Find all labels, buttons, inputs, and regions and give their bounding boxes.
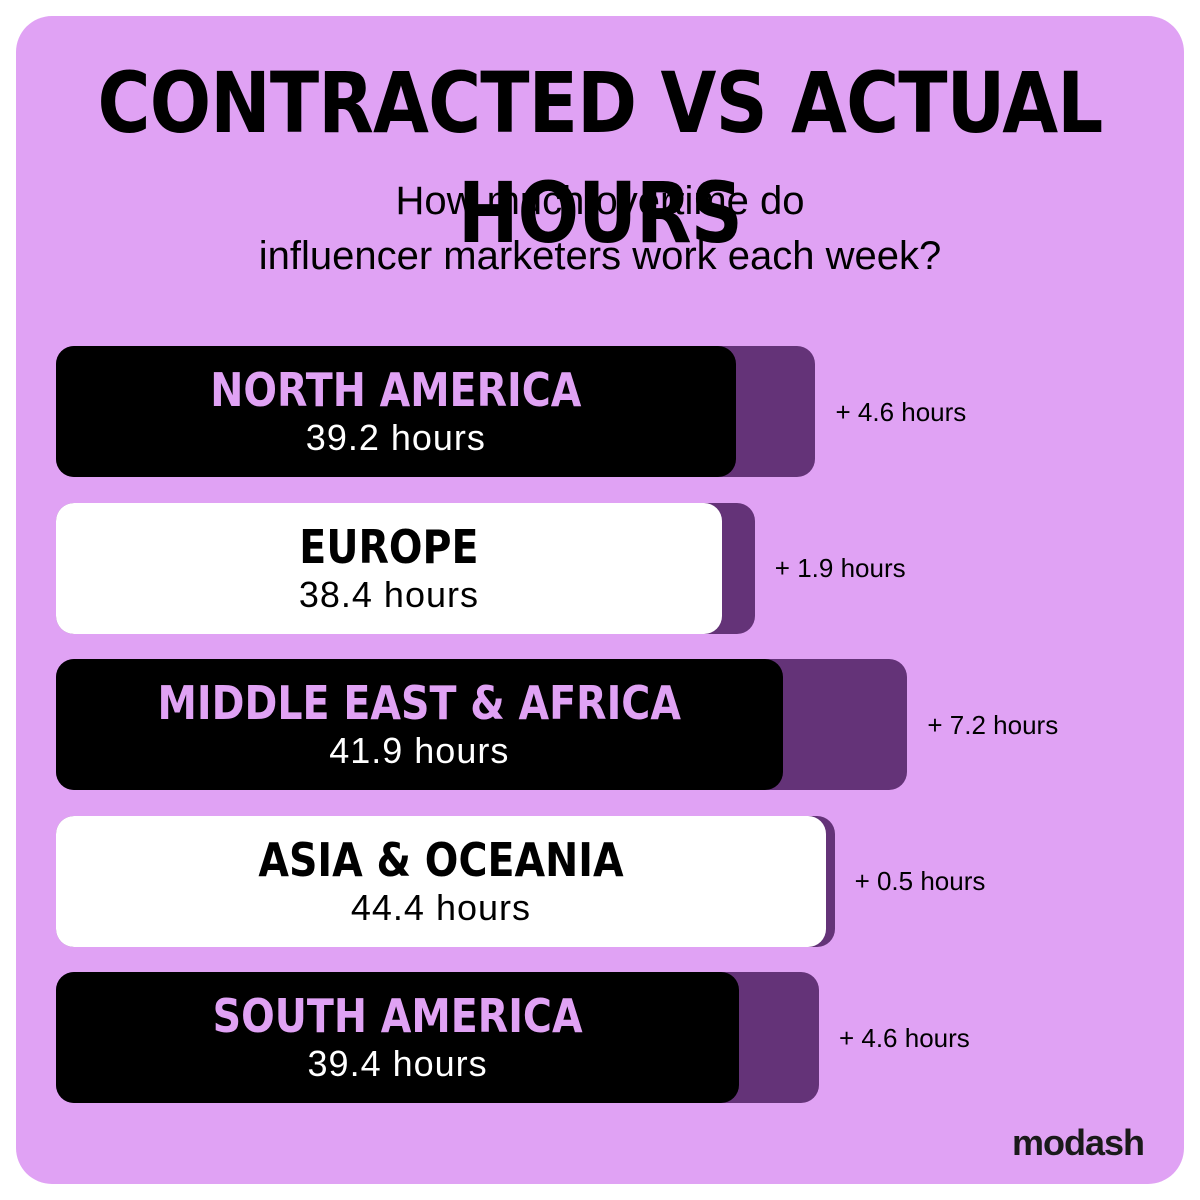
contracted-bar-south-america: SOUTH AMERICA 39.4 hours <box>56 972 740 1103</box>
contracted-hours-label: 38.4 hours <box>298 573 479 615</box>
chart-title: CONTRACTED VS ACTUAL HOURS <box>97 54 1104 262</box>
contracted-bar-asia-and-oceania: ASIA & OCEANIA 44.4 hours <box>56 815 826 947</box>
contracted-hours-label: 39.4 hours <box>307 1043 488 1084</box>
contracted-bar-middle-east-and-africa: MIDDLE EAST & AFRICA 41.9 hours <box>56 659 783 790</box>
region-label: NORTH AMERICA <box>210 363 582 417</box>
contracted-hours-label: 44.4 hours <box>350 886 531 928</box>
overtime-label-asia-and-oceania: + 0.5 hours <box>854 866 986 896</box>
contracted-bar-europe: EUROPE 38.4 hours <box>56 502 722 634</box>
region-label: ASIA & OCEANIA <box>258 832 624 887</box>
contracted-bar-north-america: NORTH AMERICA 39.2 hours <box>56 346 736 477</box>
modash-logo: modash <box>1011 1122 1145 1163</box>
region-label: SOUTH AMERICA <box>212 989 583 1043</box>
contracted-hours-label: 41.9 hours <box>329 730 510 771</box>
chart-subtitle: How much overtime do influencer marketer… <box>258 179 942 278</box>
overtime-label-europe: + 1.9 hours <box>774 553 906 583</box>
region-label: MIDDLE EAST & AFRICA <box>157 676 681 730</box>
overtime-label-south-america: + 4.6 hours <box>838 1022 970 1053</box>
contracted-hours-label: 39.2 hours <box>305 417 486 458</box>
region-label: EUROPE <box>299 519 479 574</box>
overtime-label-middle-east-and-africa: + 7.2 hours <box>927 709 1059 740</box>
overtime-label-north-america: + 4.6 hours <box>835 396 967 427</box>
